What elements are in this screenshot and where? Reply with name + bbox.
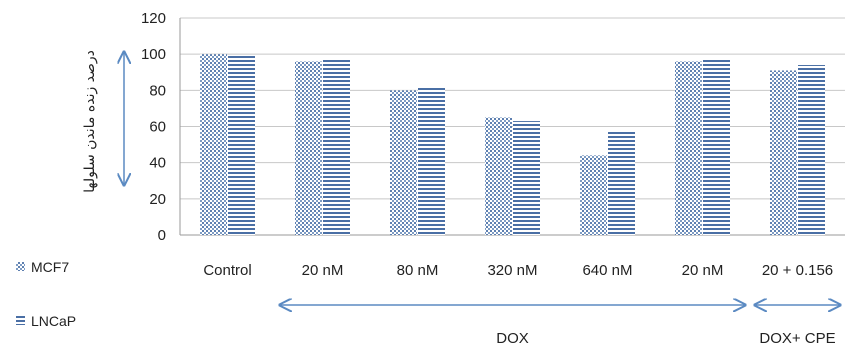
x-tick-label: 640 nM bbox=[582, 262, 632, 279]
y-tick-label: 80 bbox=[149, 82, 166, 99]
y-tick-label: 100 bbox=[141, 46, 166, 63]
bar-mcf7 bbox=[485, 117, 512, 235]
x-tick-label: 20 nM bbox=[302, 262, 344, 279]
bar-lncap bbox=[323, 59, 350, 235]
y-tick-label: 60 bbox=[149, 119, 166, 136]
legend-label-mcf7: MCF7 bbox=[31, 259, 69, 275]
legend-swatch-mcf7 bbox=[16, 262, 25, 271]
y-tick-label: 20 bbox=[149, 191, 166, 208]
bar-lncap bbox=[513, 121, 540, 235]
x-tick-label: 20 + 0.156 bbox=[762, 262, 833, 279]
bar-lncap bbox=[798, 65, 825, 236]
y-tick-label: 120 bbox=[141, 10, 166, 27]
gridlines bbox=[180, 17, 845, 236]
bar-mcf7 bbox=[390, 90, 417, 235]
legend: MCF7 LNCaP bbox=[16, 259, 76, 329]
bar-mcf7 bbox=[580, 155, 607, 235]
legend-label-lncap: LNCaP bbox=[31, 313, 76, 329]
bar-mcf7 bbox=[770, 70, 797, 235]
bars bbox=[200, 54, 825, 236]
bar-lncap bbox=[228, 55, 255, 235]
bar-mcf7 bbox=[675, 61, 702, 236]
group-label: DOX+ CPE bbox=[759, 330, 835, 347]
y-axis-label: درصد زنده ماندن سلولها bbox=[82, 50, 98, 193]
bar-mcf7 bbox=[200, 54, 227, 235]
x-tick-label: 320 nM bbox=[487, 262, 537, 279]
bar-mcf7 bbox=[295, 61, 322, 236]
bar-lncap bbox=[418, 86, 445, 235]
axes bbox=[179, 18, 845, 236]
labels: 0 20 40 60 80 100 120 Control 20 nM 80 nM 320 nM 64… bbox=[82, 10, 833, 279]
bar-lncap bbox=[608, 131, 635, 235]
group-annotations: DOX DOX+ CPE bbox=[280, 305, 841, 347]
x-tick-label: 80 nM bbox=[397, 262, 439, 279]
x-tick-label: Control bbox=[203, 262, 251, 279]
legend-swatch-lncap bbox=[16, 316, 25, 325]
y-tick-label: 0 bbox=[158, 227, 166, 244]
y-tick-label: 40 bbox=[149, 155, 166, 172]
bar-lncap bbox=[703, 59, 730, 235]
x-tick-label: 20 nM bbox=[682, 262, 724, 279]
group-label: DOX bbox=[496, 330, 529, 347]
